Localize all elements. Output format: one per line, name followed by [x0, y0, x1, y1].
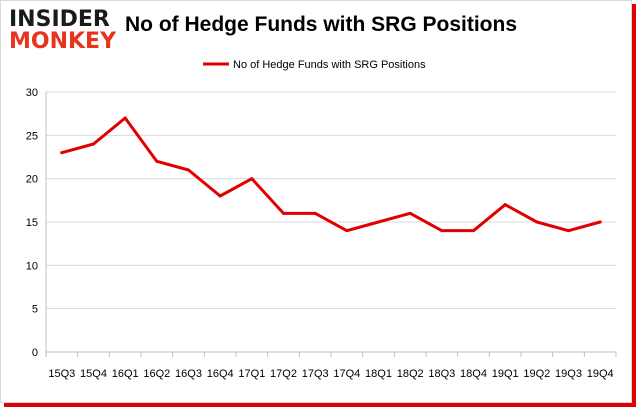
chart-frame: INSIDER MONKEY No of Hedge Funds with SR…	[0, 0, 632, 403]
data-point	[345, 229, 349, 233]
x-tick-label: 15Q3	[48, 368, 75, 380]
data-point	[218, 194, 222, 198]
data-point	[92, 142, 95, 146]
y-tick-label: 5	[32, 304, 38, 316]
x-tick-label: 16Q1	[112, 368, 139, 380]
data-point	[282, 211, 285, 215]
x-tick-labels: 15Q3 15Q4 16Q1 16Q2 16Q3 16Q4 17Q1 17Q2 17Q3 17Q4…	[48, 368, 613, 380]
series-group	[60, 116, 602, 233]
data-point	[535, 220, 539, 224]
data-point	[123, 116, 127, 120]
x-tick-label: 19Q3	[555, 368, 582, 380]
series-line	[60, 116, 602, 233]
data-point	[598, 220, 602, 224]
x-tick-label: 18Q3	[428, 368, 455, 380]
x-tick-label: 15Q4	[80, 368, 107, 380]
y-tick-label: 20	[26, 174, 38, 186]
x-tick-label: 19Q1	[492, 368, 519, 380]
y-tick-label: 10	[26, 260, 38, 272]
x-tick-label: 16Q2	[143, 368, 170, 380]
legend: No of Hedge Funds with SRG Positions	[203, 59, 426, 71]
insider-monkey-logo: INSIDER MONKEY	[9, 7, 119, 55]
x-tick-label: 19Q2	[523, 368, 550, 380]
x-tick-label: 16Q3	[175, 368, 202, 380]
data-point	[472, 229, 475, 233]
y-tick-label: 25	[26, 130, 38, 142]
axes	[45, 92, 617, 357]
data-point	[408, 211, 412, 215]
x-tick-label: 18Q4	[460, 368, 487, 380]
y-tick-label: 30	[26, 87, 38, 99]
y-tick-labels: 0 5 10 15 20 25 30	[26, 87, 38, 359]
logo-line-2: MONKEY	[9, 29, 117, 54]
data-point	[503, 203, 507, 207]
x-tick-label: 18Q1	[365, 368, 392, 380]
data-point	[250, 177, 254, 181]
data-point	[60, 151, 64, 155]
chart-title: No of Hedge Funds with SRG Positions	[125, 13, 517, 36]
data-point	[187, 168, 190, 172]
x-tick-label: 18Q2	[397, 368, 424, 380]
x-tick-label: 17Q4	[333, 368, 360, 380]
y-tick-label: 15	[26, 217, 38, 229]
data-point	[155, 159, 159, 163]
x-tick-label: 17Q2	[270, 368, 297, 380]
data-point	[567, 229, 570, 233]
data-point	[440, 229, 444, 233]
x-tick-label: 17Q3	[302, 368, 329, 380]
x-tick-label: 19Q4	[587, 368, 614, 380]
x-tick-label: 17Q1	[238, 368, 265, 380]
data-point	[313, 211, 317, 215]
y-tick-label: 0	[32, 347, 38, 359]
logo-line-1: INSIDER	[9, 7, 110, 32]
legend-label: No of Hedge Funds with SRG Positions	[233, 59, 426, 71]
data-point	[377, 220, 380, 224]
x-tick-label: 16Q4	[207, 368, 234, 380]
